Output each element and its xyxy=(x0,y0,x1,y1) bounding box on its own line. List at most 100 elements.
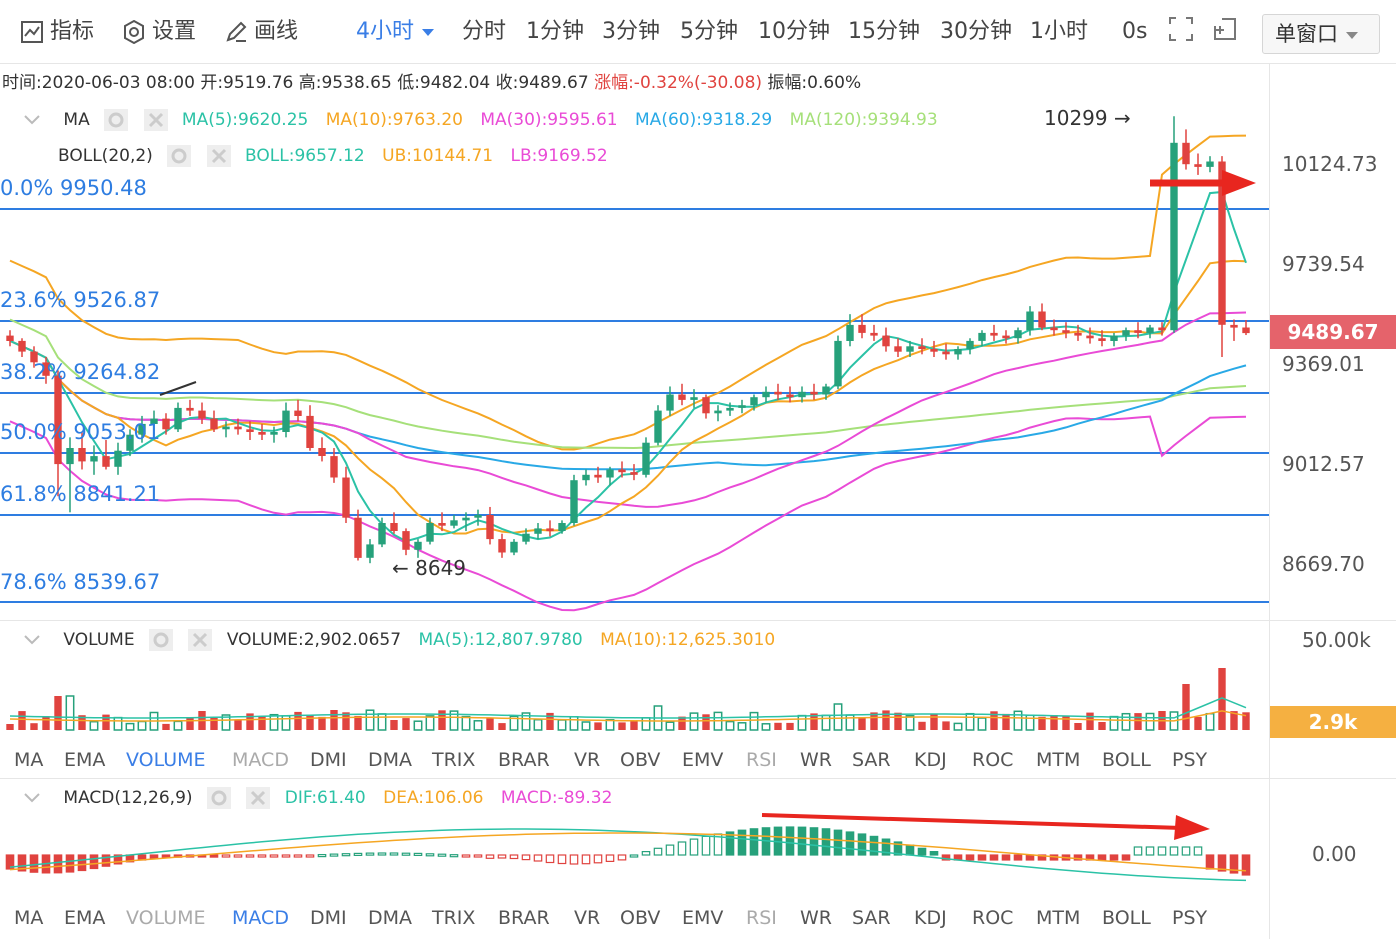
macd-pane-tab-volume[interactable]: VOLUME xyxy=(126,907,206,929)
ma-settings-icon[interactable] xyxy=(103,108,129,132)
volume-pane-tab-ma[interactable]: MA xyxy=(14,749,44,771)
low-value: 8649 xyxy=(415,556,467,580)
volume-pane-tab-vr[interactable]: VR xyxy=(574,749,601,771)
candle-body xyxy=(114,450,122,467)
macd-pane-tab-dma[interactable]: DMA xyxy=(368,907,413,929)
volume-current-tag: 2.9k xyxy=(1270,706,1396,738)
macd-pane-tab-roc[interactable]: ROC xyxy=(972,907,1014,929)
ma-close-icon[interactable] xyxy=(143,108,169,132)
ma30-line xyxy=(9,311,1247,508)
macd-histogram-bar xyxy=(857,833,867,856)
macd-pane-tab-kdj[interactable]: KDJ xyxy=(914,907,947,929)
macd-histogram-bar xyxy=(473,854,483,858)
period-1min[interactable]: 1分钟 xyxy=(526,19,584,44)
volume-pane-tab-psy[interactable]: PSY xyxy=(1172,749,1208,771)
volume-bar xyxy=(162,723,170,730)
macd-pane-tab-rsi[interactable]: RSI xyxy=(746,907,777,929)
volume-pane-tab-wr[interactable]: WR xyxy=(800,749,832,771)
macd-pane-tab-macd[interactable]: MACD xyxy=(232,907,289,929)
macd-pane-tab-ema[interactable]: EMA xyxy=(64,907,106,929)
candle-body xyxy=(1230,324,1238,328)
volume-pane-tab-volume[interactable]: VOLUME xyxy=(126,749,206,771)
volume-pane-tab-obv[interactable]: OBV xyxy=(620,749,661,771)
volume-bar xyxy=(365,709,375,731)
macd-histogram-bar xyxy=(569,854,579,865)
candle-body xyxy=(834,340,842,387)
volume-pane-tab-macd[interactable]: MACD xyxy=(232,749,289,771)
fullscreen-button[interactable] xyxy=(1168,16,1194,48)
collapse-chevron-icon[interactable] xyxy=(22,633,42,647)
candle-body xyxy=(654,410,662,443)
period-5min[interactable]: 5分钟 xyxy=(680,19,738,44)
volume-pane-tab-rsi[interactable]: RSI xyxy=(746,749,777,771)
volume-bar xyxy=(473,720,483,731)
period-15min[interactable]: 15分钟 xyxy=(848,19,920,44)
macd-histogram-bar xyxy=(917,847,927,856)
volume-pane-tab-dmi[interactable]: DMI xyxy=(310,749,347,771)
period-selector-active[interactable]: 4小时 xyxy=(356,16,434,48)
draw-button[interactable]: 画线 xyxy=(224,16,298,48)
volume-pane-tab-boll[interactable]: BOLL xyxy=(1102,749,1151,771)
volume-close-icon[interactable] xyxy=(187,628,213,652)
period-30min[interactable]: 30分钟 xyxy=(940,19,1012,44)
boll-upper-line xyxy=(9,134,1247,451)
volume-bar xyxy=(78,715,86,730)
indicator-button[interactable]: 指标 xyxy=(20,16,94,48)
volume-bar xyxy=(870,712,878,730)
popout-button[interactable] xyxy=(1212,16,1238,48)
macd-pane-tab-obv[interactable]: OBV xyxy=(620,907,661,929)
info-change: 涨幅:-0.32%(-30.08) xyxy=(594,73,763,93)
collapse-chevron-icon[interactable] xyxy=(22,791,42,805)
volume-bar xyxy=(354,715,362,730)
boll-close-icon[interactable] xyxy=(206,144,232,168)
macd-pane-tab-psy[interactable]: PSY xyxy=(1172,907,1208,929)
period-fenshi[interactable]: 分时 xyxy=(462,19,507,44)
volume-legend-name: VOLUME xyxy=(63,630,135,650)
candle-body xyxy=(918,346,926,349)
candle-body xyxy=(678,394,686,400)
period-10min[interactable]: 10分钟 xyxy=(758,19,830,44)
period-1hour[interactable]: 1小时 xyxy=(1030,19,1088,44)
candle-body xyxy=(846,324,854,341)
collapse-chevron-icon[interactable] xyxy=(22,113,42,127)
candle-body xyxy=(558,523,566,531)
macd-pane-tab-ma[interactable]: MA xyxy=(14,907,44,929)
volume-pane-tab-roc[interactable]: ROC xyxy=(972,749,1014,771)
macd-close-icon[interactable] xyxy=(245,786,271,810)
macd-pane-tab-mtm[interactable]: MTM xyxy=(1036,907,1081,929)
macd-pane-tab-emv[interactable]: EMV xyxy=(682,907,724,929)
macd-histogram-bar xyxy=(233,854,243,858)
candle-body xyxy=(1050,327,1058,331)
volume-pane-tab-brar[interactable]: BRAR xyxy=(498,749,550,771)
volume-pane-tab-ema[interactable]: EMA xyxy=(64,749,106,771)
macd-pane-tab-dmi[interactable]: DMI xyxy=(310,907,347,929)
period-3min[interactable]: 3分钟 xyxy=(602,19,660,44)
macd-histogram-bar xyxy=(1121,854,1131,861)
macd-histogram-bar xyxy=(1145,846,1155,856)
window-mode-select[interactable]: 单窗口 xyxy=(1262,14,1380,54)
volume-pane-tab-trix[interactable]: TRIX xyxy=(432,749,476,771)
volume-pane-tab-emv[interactable]: EMV xyxy=(682,749,724,771)
volume-bar xyxy=(390,720,398,730)
candle-body xyxy=(174,407,182,430)
settings-button[interactable]: 设置 xyxy=(122,16,196,48)
boll-settings-icon[interactable] xyxy=(166,144,192,168)
volume-bar xyxy=(725,720,735,731)
macd-pane-tab-boll[interactable]: BOLL xyxy=(1102,907,1151,929)
fib-level-500: 50.0% 9053.01 xyxy=(0,420,161,444)
macd-settings-icon[interactable] xyxy=(206,786,232,810)
macd-pane-tab-wr[interactable]: WR xyxy=(800,907,832,929)
macd-pane-tab-trix[interactable]: TRIX xyxy=(432,907,476,929)
volume-pane-tab-kdj[interactable]: KDJ xyxy=(914,749,947,771)
volume-pane-tab-mtm[interactable]: MTM xyxy=(1036,749,1081,771)
volume-pane-tab-dma[interactable]: DMA xyxy=(368,749,413,771)
macd-pane-tab-brar[interactable]: BRAR xyxy=(498,907,550,929)
candle-body xyxy=(1206,161,1214,167)
volume-pane-tab-sar[interactable]: SAR xyxy=(852,749,891,771)
ma10-value: MA(10):9763.20 xyxy=(325,110,463,130)
volume-settings-icon[interactable] xyxy=(148,628,174,652)
macd-pane-tab-sar[interactable]: SAR xyxy=(852,907,891,929)
volume-bar xyxy=(953,722,963,731)
macd-pane-tab-vr[interactable]: VR xyxy=(574,907,601,929)
